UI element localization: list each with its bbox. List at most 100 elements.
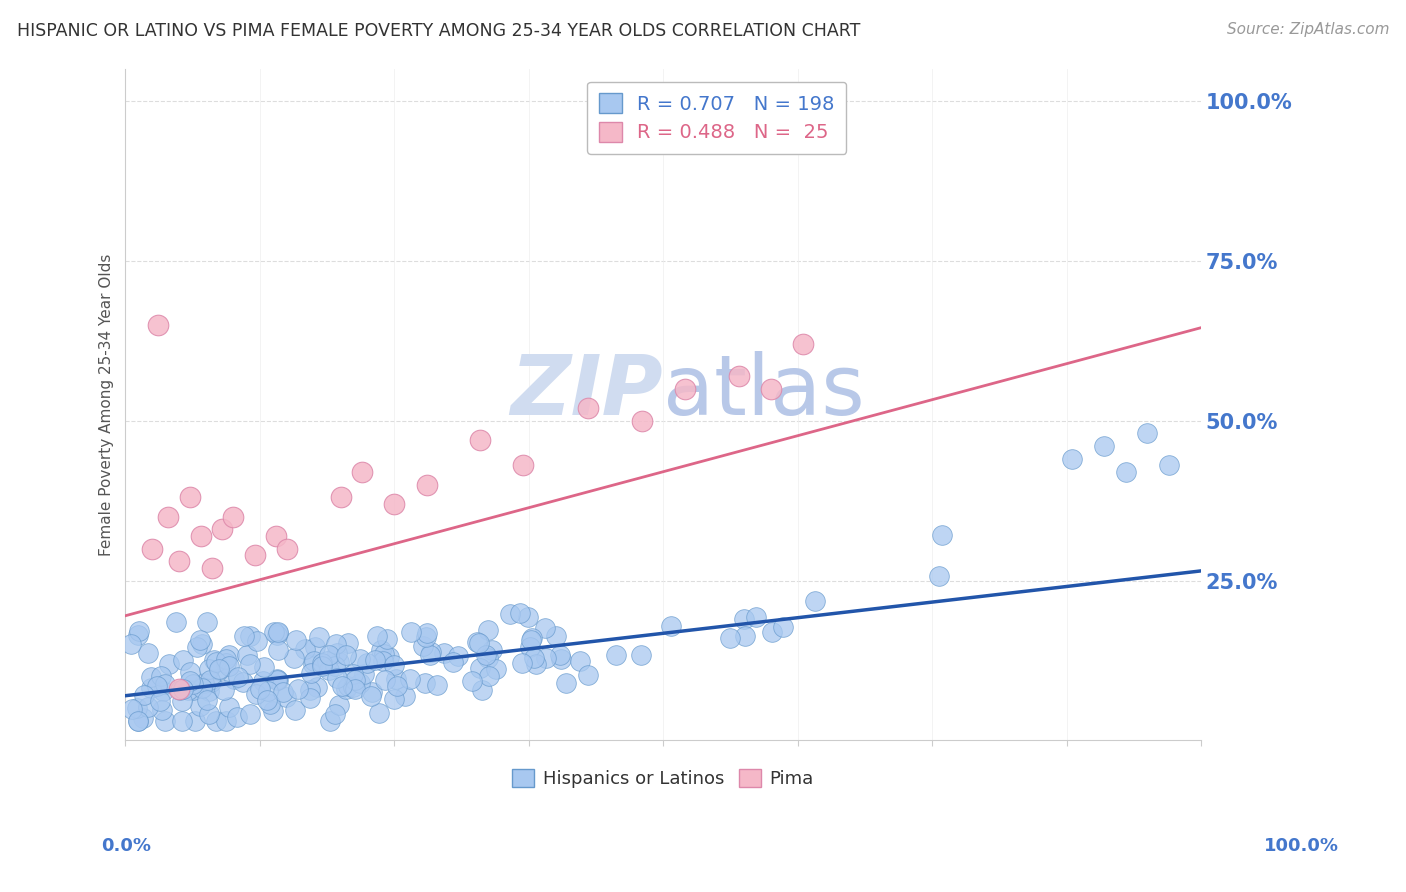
Point — [523, 651, 546, 665]
Point — [266, 673, 288, 687]
Point — [266, 643, 288, 657]
Point — [804, 593, 827, 607]
Point — [659, 619, 682, 633]
Point — [401, 625, 423, 640]
Point — [304, 640, 326, 655]
Point — [266, 672, 288, 686]
Point — [165, 615, 187, 630]
Point — [761, 624, 783, 639]
Point — [318, 714, 340, 729]
Point — [356, 656, 378, 670]
Point — [630, 413, 652, 427]
Point — [470, 433, 492, 447]
Point — [218, 648, 240, 663]
Point — [373, 647, 395, 661]
Point — [447, 649, 470, 664]
Point — [415, 477, 437, 491]
Point — [484, 662, 506, 676]
Point — [353, 667, 375, 681]
Point — [245, 687, 267, 701]
Point — [477, 651, 499, 665]
Point — [382, 692, 405, 706]
Point — [172, 682, 194, 697]
Point — [461, 674, 484, 689]
Point — [630, 648, 652, 662]
Point — [181, 676, 204, 690]
Point — [468, 635, 491, 649]
Point — [344, 673, 367, 687]
Point — [186, 640, 208, 654]
Point — [301, 657, 323, 671]
Point — [382, 497, 405, 511]
Point — [311, 656, 333, 670]
Point — [283, 651, 305, 665]
Point — [262, 704, 284, 718]
Point — [517, 610, 540, 624]
Point — [266, 626, 288, 640]
Point — [139, 670, 162, 684]
Point — [308, 630, 330, 644]
Point — [150, 668, 173, 682]
Point — [576, 668, 599, 682]
Point — [222, 509, 245, 524]
Point — [157, 657, 180, 671]
Point — [792, 336, 814, 351]
Point — [519, 640, 541, 654]
Point — [745, 610, 768, 624]
Point — [433, 646, 456, 660]
Point — [323, 659, 346, 673]
Point — [377, 649, 399, 664]
Point — [204, 656, 226, 670]
Point — [335, 648, 357, 662]
Point — [205, 714, 228, 729]
Point — [420, 645, 443, 659]
Point — [226, 710, 249, 724]
Point — [141, 541, 163, 556]
Point — [316, 654, 339, 668]
Point — [256, 692, 278, 706]
Point — [198, 683, 221, 698]
Point — [468, 661, 491, 675]
Point — [337, 636, 360, 650]
Point — [222, 672, 245, 686]
Point — [191, 681, 214, 695]
Point — [364, 653, 387, 667]
Point — [302, 654, 325, 668]
Point — [266, 627, 288, 641]
Point — [153, 714, 176, 729]
Point — [1136, 426, 1159, 441]
Point — [146, 679, 169, 693]
Point — [325, 672, 347, 686]
Point — [368, 706, 391, 721]
Point — [772, 620, 794, 634]
Point — [325, 638, 347, 652]
Point — [125, 700, 148, 714]
Point — [398, 672, 420, 686]
Point — [520, 631, 543, 645]
Point — [384, 658, 406, 673]
Point — [336, 679, 359, 693]
Point — [212, 682, 235, 697]
Point — [526, 657, 548, 671]
Point — [499, 607, 522, 621]
Point — [509, 606, 531, 620]
Point — [412, 639, 434, 653]
Point — [190, 529, 212, 543]
Point — [252, 674, 274, 689]
Point — [200, 560, 222, 574]
Point — [167, 682, 190, 697]
Point — [366, 629, 388, 643]
Point — [208, 664, 231, 678]
Point — [215, 652, 238, 666]
Text: Source: ZipAtlas.com: Source: ZipAtlas.com — [1226, 22, 1389, 37]
Point — [318, 648, 340, 662]
Point — [1157, 458, 1180, 473]
Point — [274, 690, 297, 704]
Point — [727, 368, 749, 383]
Point — [276, 541, 298, 556]
Point — [134, 688, 156, 702]
Point — [478, 669, 501, 683]
Point — [208, 662, 231, 676]
Text: atlas: atlas — [664, 351, 865, 432]
Point — [169, 683, 191, 698]
